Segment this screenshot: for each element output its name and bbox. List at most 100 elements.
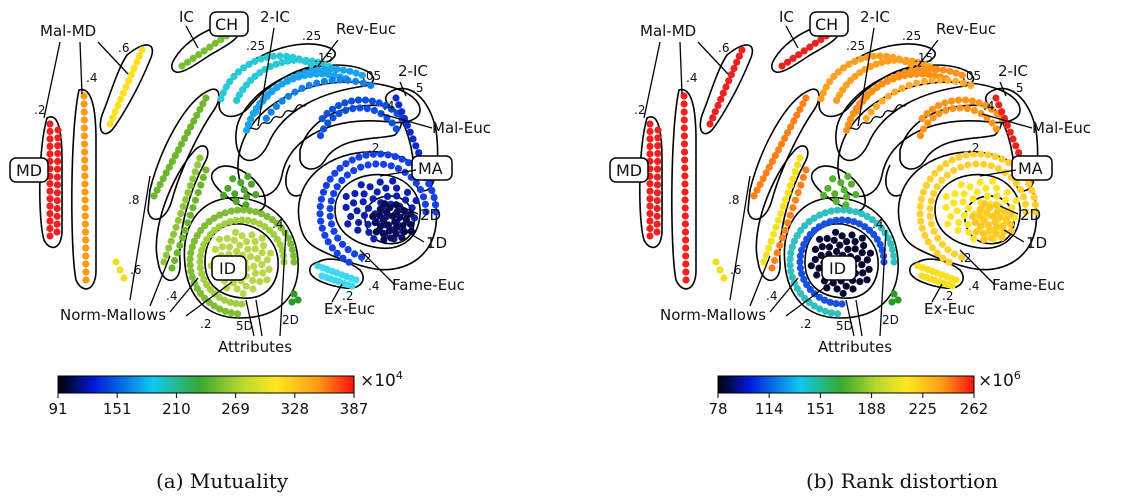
data-dot bbox=[856, 278, 864, 286]
data-dot bbox=[762, 169, 770, 177]
data-dot bbox=[368, 97, 376, 105]
data-dot bbox=[993, 223, 1001, 231]
data-dot bbox=[827, 207, 835, 215]
param-label: .4 bbox=[968, 279, 979, 293]
data-dot bbox=[985, 227, 993, 235]
data-dot bbox=[392, 230, 400, 238]
data-dot bbox=[203, 281, 211, 289]
param-label: .4 bbox=[872, 217, 883, 231]
data-dot bbox=[787, 267, 795, 275]
data-dot bbox=[298, 84, 306, 92]
data-dot bbox=[403, 121, 411, 129]
data-dot bbox=[133, 58, 141, 66]
data-dot bbox=[1006, 128, 1014, 136]
data-dot bbox=[227, 207, 235, 215]
data-dot bbox=[81, 228, 90, 236]
data-dot bbox=[247, 180, 255, 188]
data-dot bbox=[988, 119, 996, 127]
data-dot bbox=[719, 89, 727, 97]
data-dot bbox=[387, 234, 395, 242]
data-dot bbox=[852, 191, 860, 199]
data-dot bbox=[844, 216, 852, 224]
data-dot bbox=[969, 150, 977, 158]
data-dot bbox=[399, 222, 407, 230]
data-dot bbox=[251, 238, 259, 246]
data-dot bbox=[342, 160, 350, 168]
data-dot bbox=[681, 204, 689, 212]
data-dot bbox=[220, 191, 228, 199]
data-dot bbox=[831, 190, 839, 198]
two-d-label: 2D bbox=[420, 206, 441, 224]
annotations-b: MD Mal-MD IC CH 2-IC Rev-Euc 2-IC Mal-Eu… bbox=[609, 8, 1091, 356]
data-dot bbox=[375, 99, 383, 107]
data-dot bbox=[970, 106, 978, 115]
data-dot bbox=[174, 146, 183, 154]
data-dot bbox=[857, 210, 866, 218]
data-dot bbox=[150, 192, 158, 200]
data-dot bbox=[943, 171, 951, 179]
data-dot bbox=[80, 132, 88, 140]
data-dot bbox=[851, 245, 859, 253]
data-dot bbox=[314, 66, 322, 74]
data-dot bbox=[258, 261, 266, 269]
data-dot bbox=[405, 159, 413, 167]
data-dot bbox=[844, 245, 852, 253]
data-dot bbox=[823, 234, 831, 243]
data-dot bbox=[402, 215, 410, 223]
param-label: .4 bbox=[766, 289, 777, 303]
data-dot bbox=[682, 260, 690, 268]
data-dot bbox=[789, 175, 797, 183]
data-dot bbox=[960, 211, 968, 219]
data-dot bbox=[730, 64, 738, 73]
data-dot bbox=[238, 232, 246, 240]
data-dot bbox=[342, 203, 350, 211]
data-dot bbox=[403, 188, 412, 196]
data-dot bbox=[1021, 200, 1029, 208]
data-dot bbox=[109, 114, 117, 122]
data-dot bbox=[334, 102, 343, 110]
data-dot bbox=[419, 193, 428, 201]
data-dot bbox=[398, 155, 406, 163]
annotations-a: MD Mal-MD IC CH 2-IC Rev-Euc 2-IC Mal-Eu… bbox=[9, 8, 491, 356]
data-dot bbox=[334, 234, 342, 242]
data-dot bbox=[992, 125, 1000, 133]
md-label-box bbox=[9, 157, 49, 183]
data-dot bbox=[794, 161, 802, 169]
ic-label: IC bbox=[779, 8, 794, 26]
data-dot bbox=[380, 160, 388, 168]
data-dot bbox=[182, 196, 190, 204]
data-dot bbox=[976, 178, 984, 186]
data-dot bbox=[81, 172, 89, 180]
data-dot bbox=[952, 69, 960, 77]
mal-euc-label: Mal-Euc bbox=[432, 119, 491, 137]
param-label: .5 bbox=[412, 81, 423, 95]
data-dot bbox=[959, 198, 967, 206]
param-label: .2 bbox=[634, 103, 645, 117]
five-d-label: 5D bbox=[836, 319, 853, 333]
data-dot bbox=[859, 269, 867, 277]
data-dot bbox=[210, 214, 218, 222]
data-dot bbox=[335, 110, 343, 118]
data-dot bbox=[955, 218, 963, 227]
data-dot bbox=[168, 157, 176, 165]
data-dot bbox=[210, 302, 218, 310]
data-dot bbox=[980, 160, 988, 168]
data-dot bbox=[984, 221, 992, 229]
data-dot bbox=[779, 202, 787, 211]
data-dot bbox=[918, 224, 926, 232]
data-dot bbox=[821, 209, 829, 217]
data-dot bbox=[350, 250, 359, 258]
ma-label-box bbox=[1011, 155, 1053, 181]
data-dot bbox=[794, 189, 802, 197]
data-dot bbox=[838, 232, 846, 240]
data-dot bbox=[218, 243, 226, 251]
data-dot bbox=[815, 223, 823, 231]
data-dot bbox=[82, 268, 90, 276]
data-dot bbox=[950, 199, 958, 207]
panel-a: MD Mal-MD IC CH 2-IC Rev-Euc 2-IC Mal-Eu… bbox=[9, 8, 491, 493]
data-dot bbox=[369, 195, 377, 203]
data-dot bbox=[111, 108, 119, 116]
data-dot bbox=[187, 123, 195, 131]
data-dot bbox=[1031, 201, 1040, 209]
data-dot bbox=[425, 180, 433, 188]
